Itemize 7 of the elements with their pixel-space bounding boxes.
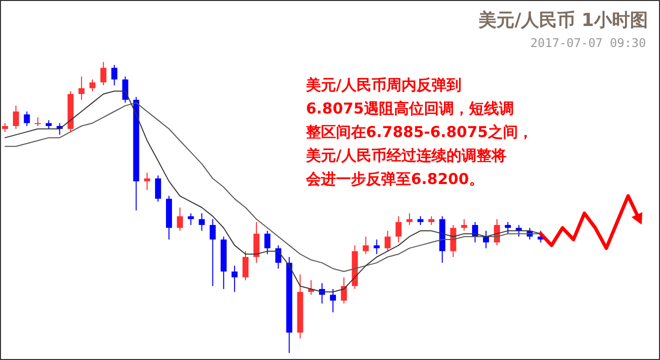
annotation: 美元/人民币经过连续的调整将 xyxy=(305,146,506,164)
chart-subtitle: 2017-07-07 09:30 xyxy=(530,36,646,50)
annotation: 美元/人民币周内反弹到 xyxy=(305,76,462,94)
annotation: 会进一步反弹至6.8200。 xyxy=(305,170,484,188)
chart-title: 美元/人民币 1小时图 xyxy=(478,10,648,31)
annotation: 6.8075遇阻高位回调，短线调 xyxy=(306,100,514,118)
annotation: 整区间在6.7885-6.8075之间， xyxy=(305,123,533,141)
